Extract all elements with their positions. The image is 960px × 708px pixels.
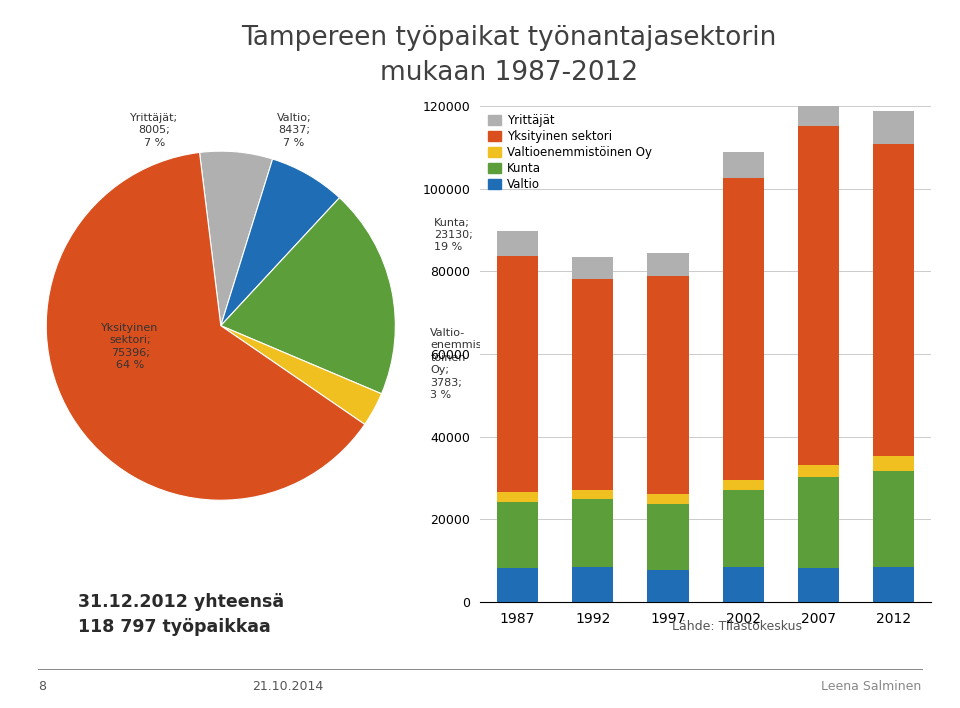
Bar <box>497 256 539 491</box>
Wedge shape <box>221 198 396 394</box>
Bar <box>798 464 839 477</box>
Wedge shape <box>221 159 340 326</box>
Text: Valtio-
enemmis-
töinen
Oy;
3783;
3 %: Valtio- enemmis- töinen Oy; 3783; 3 % <box>430 328 486 400</box>
Wedge shape <box>221 326 381 424</box>
Bar <box>497 232 539 256</box>
Text: 31.12.2012 yhteensä
118 797 työpaikkaa: 31.12.2012 yhteensä 118 797 työpaikkaa <box>78 593 284 636</box>
Bar <box>723 480 764 490</box>
Bar <box>873 567 914 602</box>
Bar <box>647 503 688 569</box>
Bar <box>572 567 613 602</box>
Legend: Yrittäjät, Yksityinen sektori, Valtioenemmistöinen Oy, Kunta, Valtio: Yrittäjät, Yksityinen sektori, Valtioene… <box>486 112 655 193</box>
Bar <box>647 253 688 275</box>
Bar <box>798 477 839 568</box>
Bar <box>798 93 839 126</box>
Text: Valtio;
8437;
7 %: Valtio; 8437; 7 % <box>276 113 311 147</box>
Bar <box>873 144 914 456</box>
Bar <box>497 502 539 568</box>
Bar <box>572 256 613 279</box>
Bar <box>647 494 688 503</box>
Bar <box>723 566 764 602</box>
Bar <box>723 152 764 178</box>
Bar <box>647 275 688 494</box>
Wedge shape <box>46 152 365 501</box>
Text: mukaan 1987-2012: mukaan 1987-2012 <box>380 60 637 86</box>
Text: Tampereen työpaikat työnantajasektorin: Tampereen työpaikat työnantajasektorin <box>241 25 777 51</box>
Text: 8: 8 <box>38 680 46 693</box>
Bar <box>572 490 613 499</box>
Text: 21.10.2014: 21.10.2014 <box>252 680 324 693</box>
Wedge shape <box>200 151 273 326</box>
Bar <box>723 490 764 566</box>
Text: Yksityinen
sektori;
75396;
64 %: Yksityinen sektori; 75396; 64 % <box>102 323 158 370</box>
Bar <box>723 178 764 480</box>
Bar <box>873 111 914 144</box>
Bar <box>873 472 914 567</box>
Bar <box>497 491 539 502</box>
Text: Leena Salminen: Leena Salminen <box>822 680 922 693</box>
Text: Kunta;
23130;
19 %: Kunta; 23130; 19 % <box>434 217 472 252</box>
Text: Lähde: Tilastokeskus: Lähde: Tilastokeskus <box>672 620 802 633</box>
Bar <box>647 569 688 602</box>
Bar <box>572 499 613 567</box>
Text: Yrittäjät;
8005;
7 %: Yrittäjät; 8005; 7 % <box>131 113 179 147</box>
Bar <box>798 568 839 602</box>
Bar <box>497 568 539 602</box>
Bar <box>798 126 839 464</box>
Bar <box>873 456 914 472</box>
Bar <box>572 279 613 490</box>
